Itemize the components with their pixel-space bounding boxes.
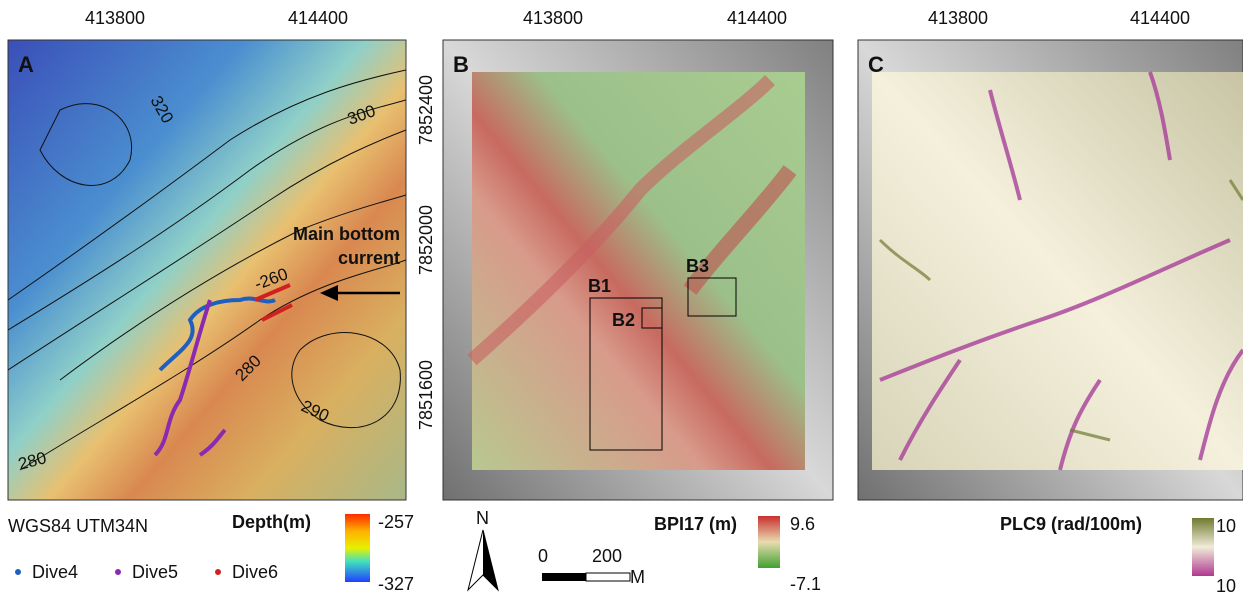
legend-swatch [215, 569, 221, 575]
annotation: current [338, 248, 400, 268]
page: {"panels": [ {"label": "A", "x_ticks": [… [0, 0, 1243, 601]
bpi-title: BPI17 (m) [654, 514, 737, 534]
box-label: B1 [588, 276, 611, 296]
y-tick-label: 7851600 [416, 360, 436, 430]
legend-entry: Dive5 [132, 562, 178, 582]
plc-colorbar [1192, 518, 1214, 576]
legend-entry: Dive4 [32, 562, 78, 582]
panel-a: A 413800 414400 7852400 7852000 7851600 … [8, 8, 436, 500]
panel-label: A [18, 52, 34, 77]
figure: A 413800 414400 7852400 7852000 7851600 … [0, 0, 1243, 596]
legend: WGS84 UTM34N Dive4 Dive5 Dive6 Depth(m) … [8, 508, 1236, 596]
y-tick-label: 7852000 [416, 205, 436, 275]
box-label: B3 [686, 256, 709, 276]
legend-swatch [115, 569, 121, 575]
north-label: N [476, 508, 489, 528]
scale-unit: M [630, 567, 645, 587]
scale-label: 200 [592, 546, 622, 566]
legend-swatch [15, 569, 21, 575]
box-label: B2 [612, 310, 635, 330]
y-tick-label: 7852400 [416, 75, 436, 145]
north-arrow-half [483, 530, 498, 590]
plc-title: PLC9 (rad/100m) [1000, 514, 1142, 534]
x-tick-label: 413800 [928, 8, 988, 28]
depth-title: Depth(m) [232, 512, 311, 532]
x-tick-label: 414400 [727, 8, 787, 28]
panel-label: C [868, 52, 884, 77]
depth-map [8, 40, 406, 500]
scale-bar [542, 573, 586, 581]
x-tick-label: 414400 [1130, 8, 1190, 28]
panel-c: C 413800 414400 [858, 8, 1243, 500]
projection: WGS84 UTM34N [8, 516, 148, 536]
panel-b: B 413800 414400 B1 B2 B3 [443, 8, 833, 500]
depth-min: -327 [378, 574, 414, 594]
legend-entry: Dive6 [232, 562, 278, 582]
plc-min: 10 [1216, 576, 1236, 596]
x-tick-label: 413800 [523, 8, 583, 28]
bpi-min: -7.1 [790, 574, 821, 594]
annotation: Main bottom [293, 224, 400, 244]
bpi-map [472, 72, 805, 470]
depth-colorbar [345, 514, 370, 582]
x-tick-label: 413800 [85, 8, 145, 28]
panel-label: B [453, 52, 469, 77]
scale-label: 0 [538, 546, 548, 566]
bpi-colorbar [758, 516, 780, 568]
x-tick-label: 414400 [288, 8, 348, 28]
bpi-max: 9.6 [790, 514, 815, 534]
depth-max: -257 [378, 512, 414, 532]
scale-bar [586, 573, 630, 581]
plc-max: 10 [1216, 516, 1236, 536]
